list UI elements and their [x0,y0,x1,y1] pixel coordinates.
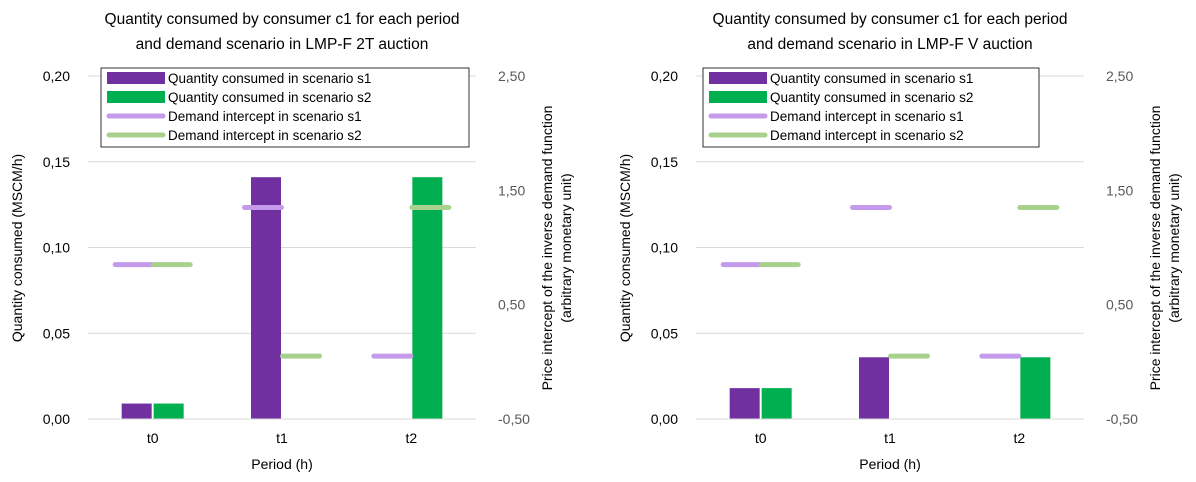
chart-right: Quantity consumed by consumer c1 for eac… [617,11,1182,472]
y-tick-label: 0,00 [651,411,678,427]
legend-entry-label: Quantity consumed in scenario s2 [770,90,973,105]
y2-axis-label-line-1: Price intercept of the inverse demand fu… [1147,106,1163,391]
intercept-markers [112,204,452,359]
y-tick-label: 0,05 [43,325,70,341]
legend-swatch-bar [107,91,165,103]
y2-tick-label: 1,50 [498,182,525,198]
chart-left: Quantity consumed by consumer c1 for eac… [9,11,574,472]
y-axis-label: Quantity consumed (MSCM/h) [9,154,25,342]
y2-tick-label: 0,50 [1106,297,1133,313]
legend-entry-label: Demand intercept in scenario s1 [770,109,964,124]
legend: Quantity consumed in scenario s1 Quantity… [100,67,470,148]
y2-tick-label: -0,50 [498,411,530,427]
y2-axis-ticks: -0,50 0,50 1,50 2,50 [498,68,530,427]
y-tick-label: 0,20 [43,68,70,84]
y2-tick-label: -0,50 [1106,411,1138,427]
x-tick-label: t1 [276,430,288,446]
y-axis-ticks: 0,00 0,05 0,10 0,15 0,20 [43,68,70,427]
bars [729,357,1051,419]
s1-quantity-bar [859,357,889,419]
s2-quantity-bar [761,388,792,419]
y-axis-ticks: 0,00 0,05 0,10 0,15 0,20 [651,68,678,427]
y2-tick-label: 1,50 [1106,182,1133,198]
chart-title-line-1: Quantity consumed by consumer c1 for eac… [105,11,460,28]
bars [121,177,443,419]
s2-quantity-bar [153,403,184,419]
chart-title-line-1: Quantity consumed by consumer c1 for eac… [713,11,1068,28]
chart-title-line-2: and demand scenario in LMP-F 2T auction [136,36,429,53]
intercept-markers [720,204,1060,359]
y-tick-label: 0,05 [651,325,678,341]
x-axis: t0 t1 t2 [88,418,476,446]
legend-swatch-bar [107,72,165,84]
legend-swatch-bar [709,91,767,103]
legend-entry-label: Demand intercept in scenario s2 [770,128,964,143]
y2-axis-label-line-2: (arbitrary monetary unit) [558,173,574,322]
s2-quantity-bar [1020,357,1051,419]
legend-swatch-bar [709,72,767,84]
x-axis-label: Period (h) [859,456,920,472]
y2-tick-label: 0,50 [498,297,525,313]
legend-entry-label: Quantity consumed in scenario s1 [168,71,371,86]
legend-entry-label: Demand intercept in scenario s1 [168,109,362,124]
s1-quantity-bar [121,403,152,419]
y-tick-label: 0,15 [43,154,70,170]
x-tick-label: t0 [147,430,159,446]
y-axis-label: Quantity consumed (MSCM/h) [617,154,633,342]
legend-entry-label: Quantity consumed in scenario s1 [770,71,973,86]
legend-entry-label: Demand intercept in scenario s2 [168,128,362,143]
y-tick-label: 0,10 [43,240,70,256]
y2-tick-label: 2,50 [1106,68,1133,84]
s1-quantity-bar [251,177,281,419]
x-tick-label: t2 [405,430,417,446]
s1-quantity-bar [729,388,760,419]
x-tick-label: t0 [755,430,767,446]
y2-axis-label-line-2: (arbitrary monetary unit) [1166,173,1182,322]
x-axis-label: Period (h) [251,456,312,472]
y-tick-label: 0,10 [651,240,678,256]
y-tick-label: 0,15 [651,154,678,170]
x-axis: t0 t1 t2 [696,418,1084,446]
s2-quantity-bar [412,177,443,419]
y-tick-label: 0,20 [651,68,678,84]
x-tick-label: t1 [884,430,896,446]
y-tick-label: 0,00 [43,411,70,427]
legend-entry-label: Quantity consumed in scenario s2 [168,90,371,105]
chart-title-line-2: and demand scenario in LMP-F V auction [747,36,1032,53]
y2-tick-label: 2,50 [498,68,525,84]
legend: Quantity consumed in scenario s1 Quantity… [702,67,1040,148]
y2-axis-ticks: -0,50 0,50 1,50 2,50 [1106,68,1138,427]
x-tick-label: t2 [1013,430,1025,446]
y2-axis-label-line-1: Price intercept of the inverse demand fu… [539,106,555,391]
